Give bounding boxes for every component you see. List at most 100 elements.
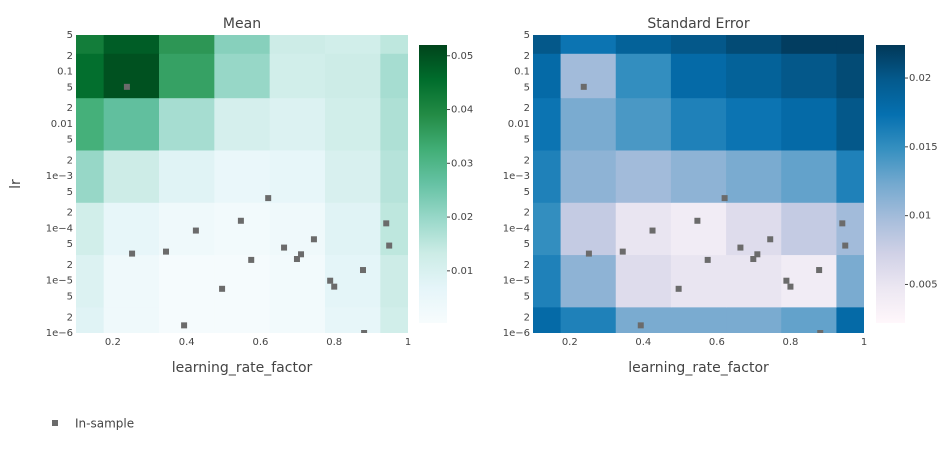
y-tick-label: 2 [67,260,73,271]
in-sample-point [192,227,199,234]
heat-cell [76,53,105,99]
heat-cell [670,254,727,308]
heat-cell [214,53,271,99]
heat-cell [615,306,672,333]
in-sample-point [704,256,711,263]
x-tick-label: 0.4 [179,337,195,348]
colorbar-tick-label: 0.01 [909,211,931,222]
y-tick-label: 0.01 [508,119,530,130]
x-axis-title: learning_rate_factor [172,360,313,376]
heat-cell [214,254,271,308]
y-tick-label: 2 [67,208,73,219]
heat-cell [615,53,672,99]
x-tick-label: 1 [405,337,411,348]
heat-cell [325,149,381,203]
in-sample-point [721,195,728,202]
heat-cell [615,149,672,203]
y-tick-label: 5 [67,135,73,146]
y-tick-label: 5 [67,239,73,250]
x-tick-label: 1 [861,337,867,348]
y-tick-label: 1e−4 [46,223,73,234]
heat-cell [533,97,562,151]
heat-cell [269,149,326,203]
in-sample-point [123,83,130,90]
y-tick-label: 2 [67,51,73,62]
heat-cell [836,254,864,308]
y-tick-label: 1e−3 [46,171,73,182]
in-sample-point [129,250,136,257]
heat-cell [269,97,326,151]
heat-cell [103,202,160,256]
in-sample-point [737,244,744,251]
heat-cell [103,97,160,151]
heat-cell [726,53,782,99]
in-sample-point [386,242,393,249]
colorbar [876,45,905,323]
colorbar-tick-label: 0.02 [451,212,473,223]
heat-cell [533,35,562,54]
x-tick-label: 0.6 [709,337,725,348]
in-sample-point [181,322,188,329]
in-sample-point [237,217,244,224]
heat-cell [781,35,837,54]
heat-cell [533,53,562,99]
colorbar-tick-label: 0.01 [451,266,473,277]
colorbar [419,45,447,323]
y-tick-label: 5 [67,30,73,41]
plot-area [76,35,408,333]
chart-title: Standard Error [647,16,750,32]
heat-cell [76,202,105,256]
heat-cell [670,202,727,256]
in-sample-point [839,220,846,227]
in-sample-point [293,256,300,263]
heat-cell [269,254,326,308]
x-tick-label: 0.8 [782,337,798,348]
heat-cell [76,254,105,308]
heat-cell [615,254,672,308]
y-tick-label: 5 [524,239,530,250]
heat-cell [214,306,271,333]
in-sample-point [281,244,288,251]
heat-cell [670,306,727,333]
in-sample-point [675,285,682,292]
y-tick-label: 5 [67,82,73,93]
y-tick-label: 2 [524,155,530,166]
heat-cell [159,97,215,151]
heat-cell [103,306,160,333]
x-tick-label: 0.8 [326,337,342,348]
y-tick-label: 1e−6 [503,328,530,339]
legend-label: In-sample [75,417,134,431]
plot-area [533,35,864,333]
in-sample-point [585,250,592,257]
heat-cell [781,254,837,308]
heat-cell [380,53,408,99]
in-sample-point [163,248,170,255]
y-tick-label: 2 [67,312,73,323]
heat-cell [380,149,408,203]
heat-cell [325,97,381,151]
heat-cell [726,202,782,256]
heat-cell [560,97,617,151]
y-tick-label: 1e−5 [503,276,530,287]
heat-cell [380,254,408,308]
heat-cell [380,202,408,256]
in-sample-point [842,242,849,249]
heat-cell [560,306,617,333]
heat-cell [159,306,215,333]
y-tick-label: 2 [524,103,530,114]
heat-cell [380,306,408,333]
heat-cell [560,149,617,203]
heat-cell [615,35,672,54]
in-sample-point [787,283,794,290]
in-sample-point [359,267,366,274]
in-sample-point [327,277,334,284]
heat-cell [533,306,562,333]
heat-cell [269,202,326,256]
heat-cell [325,306,381,333]
y-tick-label: 0.1 [57,67,73,78]
in-sample-point [331,283,338,290]
in-sample-point [694,217,701,224]
y-tick-label: 5 [524,187,530,198]
heat-cell [781,53,837,99]
heat-cell [533,149,562,203]
